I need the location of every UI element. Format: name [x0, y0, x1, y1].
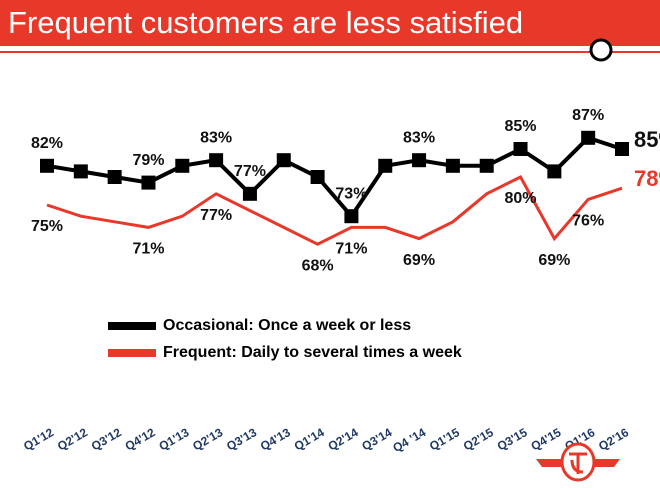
marker — [276, 153, 291, 168]
data-label: 80% — [505, 190, 537, 207]
chart-title: Frequent customers are less satisfied — [8, 5, 523, 40]
data-label: 73% — [335, 185, 367, 202]
x-tick-label: Q4'13 — [258, 425, 293, 453]
data-label: 69% — [403, 252, 435, 269]
marker — [378, 158, 393, 173]
marker — [479, 158, 494, 173]
marker — [513, 142, 528, 156]
data-label: 85% — [634, 127, 660, 152]
data-label: 71% — [335, 241, 367, 258]
x-tick-label: Q1'15 — [427, 425, 462, 453]
marker — [547, 164, 562, 179]
data-label: 78% — [634, 166, 660, 191]
logo — [536, 442, 620, 482]
data-label: 85% — [505, 118, 537, 135]
marker — [445, 158, 460, 173]
x-tick-label: Q1'12 — [21, 425, 56, 453]
header-bar — [0, 0, 660, 46]
series-line — [46, 175, 623, 246]
marker — [412, 153, 427, 168]
x-tick-label: Q4'15 — [529, 425, 564, 453]
data-label: 68% — [302, 257, 334, 274]
marker — [209, 153, 224, 168]
header-dot — [589, 38, 613, 62]
x-tick-label: Q2'12 — [55, 425, 90, 453]
marker — [344, 209, 359, 224]
legend-label: Occasional: Once a week or less — [163, 317, 411, 334]
data-label: 75% — [31, 218, 63, 235]
marker — [141, 175, 156, 190]
logo-mark — [569, 452, 587, 474]
x-tick-label: Q4 '14 — [390, 425, 428, 455]
data-label: 71% — [132, 241, 164, 258]
legend-label: Frequent: Daily to several times a week — [163, 344, 462, 361]
marker — [40, 158, 54, 173]
data-label: 87% — [572, 107, 604, 124]
marker — [175, 158, 190, 173]
data-label: 79% — [132, 152, 164, 169]
data-label: 82% — [31, 135, 63, 152]
x-tick-label: Q2'15 — [461, 425, 496, 453]
x-tick-label: Q1'13 — [156, 425, 191, 453]
data-label: 77% — [200, 207, 232, 224]
marker — [581, 130, 596, 145]
marker — [107, 170, 122, 184]
marker — [73, 164, 88, 179]
data-label: 83% — [200, 129, 232, 146]
data-label: 83% — [403, 129, 435, 146]
x-tick-label: Q3'15 — [495, 425, 530, 453]
x-tick-label: Q2'13 — [190, 425, 225, 453]
marker — [310, 170, 325, 184]
x-tick-label: Q2'16 — [596, 425, 631, 453]
x-tick-label: Q2'14 — [326, 425, 361, 453]
x-tick-label: Q3'14 — [359, 425, 394, 453]
x-tick-label: Q1'14 — [292, 425, 327, 453]
data-label: 77% — [234, 163, 266, 180]
marker — [615, 142, 629, 156]
x-tick-label: Q3'12 — [89, 425, 124, 453]
x-tick-label: Q3'13 — [224, 425, 259, 453]
marker — [242, 186, 257, 201]
x-tick-label: Q4'12 — [123, 425, 158, 453]
data-label: 69% — [538, 252, 570, 269]
data-label: 76% — [572, 213, 604, 230]
plot: Q1'12Q2'12Q3'12Q4'12Q1'13Q2'13Q3'13Q4'13… — [21, 107, 660, 455]
